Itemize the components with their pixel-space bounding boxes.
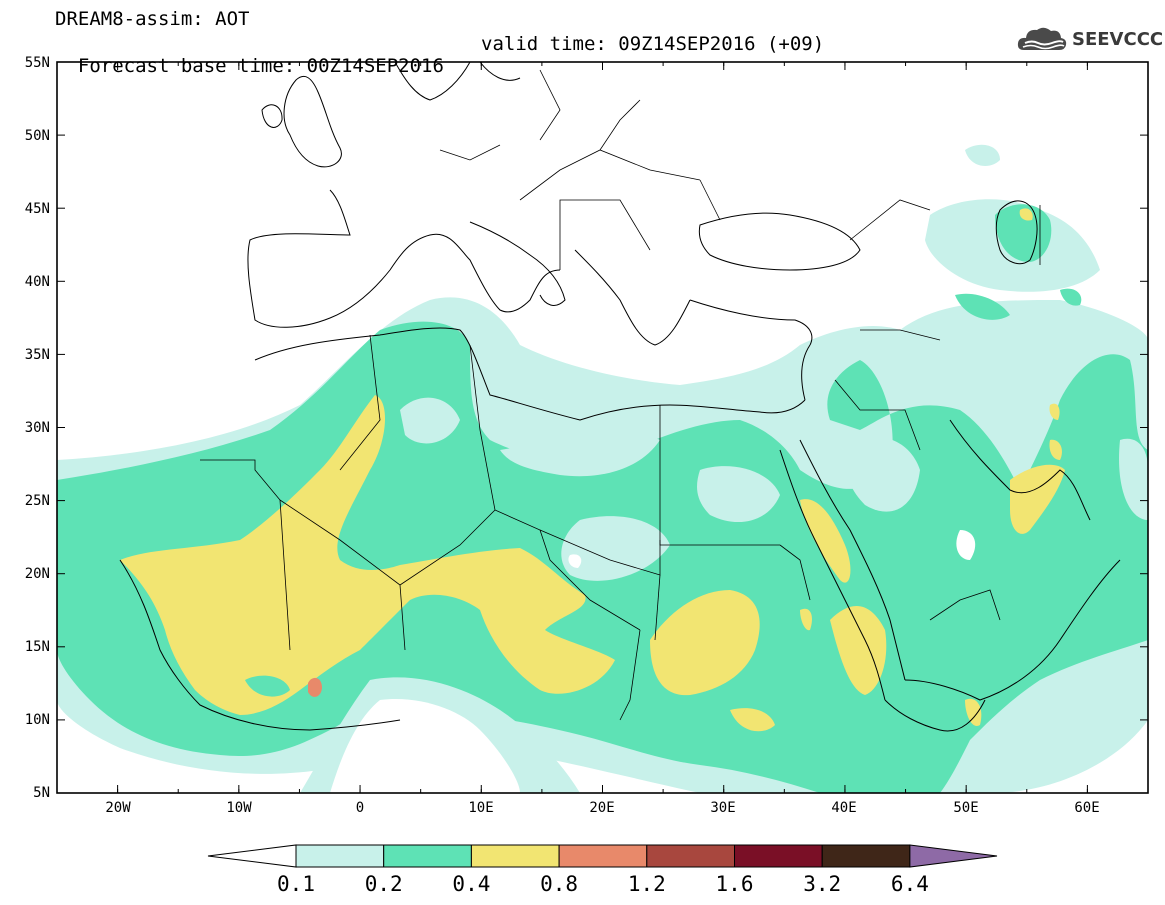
cloud-icon <box>1017 27 1067 50</box>
colorbar-tick-label: 0.2 <box>365 872 403 896</box>
colorbar-segment <box>558 844 648 868</box>
lon-label: 10W <box>226 800 252 816</box>
valid-time: valid time: 09Z14SEP2016 (+09) <box>481 33 825 55</box>
lat-label: 20N <box>25 566 50 582</box>
colorbar-high-arrow <box>909 844 998 868</box>
lat-label: 45N <box>25 201 50 217</box>
aot-field <box>57 144 1148 793</box>
base-time: Forecast base time: 00Z14SEP2016 <box>77 55 444 77</box>
seevccc-logo: SEEVCCC <box>1016 24 1163 54</box>
lat-label: 10N <box>25 712 50 728</box>
lon-label: 20E <box>589 800 614 816</box>
lat-label: 15N <box>25 639 50 655</box>
lon-label: 20W <box>105 800 131 816</box>
lon-label: 40E <box>831 800 856 816</box>
colorbar-tick-label: 1.6 <box>716 872 754 896</box>
colorbar-tick-label: 0.8 <box>540 872 578 896</box>
aot-band-0.4 <box>120 395 615 715</box>
colorbar-low-arrow <box>207 844 297 868</box>
colorbar-segment <box>383 844 472 868</box>
lat-label: 40N <box>25 274 50 290</box>
colorbar-segment <box>295 844 385 868</box>
colorbar-tick-label: 6.4 <box>891 872 929 896</box>
lat-label: 30N <box>25 420 50 436</box>
coastlines <box>119 62 1121 732</box>
lat-label: 35N <box>25 347 50 363</box>
colorbar-segment <box>821 844 911 868</box>
logo-text: SEEVCCC <box>1072 28 1164 50</box>
lon-label: 30E <box>710 800 735 816</box>
lon-label: 10E <box>468 800 493 816</box>
colorbar-segment <box>734 844 823 868</box>
lat-label: 25N <box>25 493 50 509</box>
lon-label: 0 <box>356 800 364 816</box>
lat-label: 55N <box>25 55 50 71</box>
lon-axis: 20W 10W 0 10E 20E 30E 40E 50E 60E <box>105 800 1099 816</box>
colorbar-tick-label: 0.4 <box>452 872 490 896</box>
lon-label: 50E <box>953 800 978 816</box>
lat-label: 5N <box>33 785 50 801</box>
aot-band-0.8 <box>308 677 322 697</box>
chart-title: DREAM8-assim: AOT <box>55 8 250 30</box>
colorbar-segment <box>646 844 735 868</box>
colorbar-tick-label: 1.2 <box>628 872 666 896</box>
colorbar-tick-label: 0.1 <box>277 872 315 896</box>
lat-label: 50N <box>25 128 50 144</box>
country-borders <box>200 69 1041 721</box>
colorbar-tick-label: 3.2 <box>803 872 841 896</box>
forecast-times: Forecast base time: 00Z14SEP2016 valid t… <box>55 33 824 99</box>
lon-label: 60E <box>1074 800 1099 816</box>
lat-axis: 55N 50N 45N 40N 35N 30N 25N 20N 15N 10N … <box>25 55 50 801</box>
colorbar: 0.1 0.2 0.4 0.8 1.2 1.6 3.2 6.4 <box>207 844 998 896</box>
colorbar-segment <box>470 844 560 868</box>
